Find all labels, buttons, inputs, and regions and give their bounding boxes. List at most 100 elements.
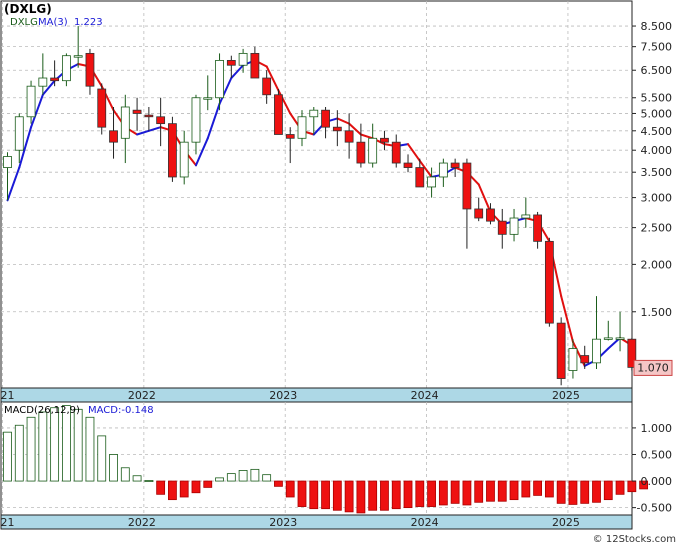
macd-bar — [285, 480, 295, 498]
macd-bar — [544, 480, 554, 498]
candle — [403, 154, 413, 173]
candle — [250, 46, 260, 79]
candle — [238, 48, 248, 73]
candle — [556, 317, 566, 386]
macd-bar — [215, 477, 224, 482]
candle-body — [109, 130, 118, 143]
candle — [486, 203, 495, 225]
candle — [380, 130, 389, 151]
price-ytick-label: 5.500 — [641, 92, 673, 105]
price-ytick-label: 3.000 — [641, 192, 673, 205]
candle — [533, 211, 542, 249]
candle-body — [274, 94, 283, 135]
candle — [450, 158, 460, 177]
candle — [14, 113, 24, 164]
macd-bar — [615, 480, 625, 495]
macd-bar — [144, 480, 154, 482]
candles — [3, 26, 637, 386]
candle-body — [73, 55, 83, 58]
candle — [120, 94, 130, 164]
candle — [592, 296, 601, 369]
candle-body — [627, 338, 637, 368]
macd-bar — [26, 416, 36, 482]
candle — [544, 237, 554, 327]
candle-body — [474, 208, 484, 219]
candle — [438, 158, 448, 187]
candle-body — [144, 114, 154, 118]
macd-bar — [238, 470, 248, 482]
candle — [3, 152, 12, 201]
macd-bar — [321, 480, 330, 510]
candle-body — [26, 85, 36, 118]
price-ytick-label: 7.500 — [641, 41, 673, 54]
candle-body — [580, 355, 590, 364]
candle-body — [486, 208, 495, 222]
price-y-axis: 8.500 7.500 6.500 5.500 5.000 4.500 4.000 3.500… — [632, 20, 672, 319]
candle — [38, 53, 48, 95]
ma3-line-segment — [277, 89, 292, 115]
macd-bar — [109, 454, 118, 482]
candle — [73, 26, 83, 68]
candle-body — [533, 214, 542, 242]
macd-ytick-label: 1.000 — [641, 422, 673, 435]
candle-body — [462, 162, 472, 210]
macd-xtick-label: 2024 — [411, 516, 439, 529]
price-ytick-label: 3.500 — [641, 166, 673, 179]
macd-bar — [262, 474, 272, 482]
legend-ma-label: MA(3) — [38, 17, 68, 28]
macd-bar — [427, 480, 436, 507]
candle-body — [391, 141, 401, 164]
candle-body — [556, 322, 566, 379]
candle-body — [356, 141, 366, 164]
macd-bar — [344, 480, 354, 513]
price-ytick-label: 2.000 — [641, 258, 673, 271]
candle-body — [168, 123, 177, 178]
candle-body — [603, 337, 613, 340]
macd-ytick-label: -0.500 — [637, 502, 672, 515]
candle — [191, 94, 201, 155]
candle-body — [544, 240, 554, 324]
candle-body — [50, 77, 60, 82]
candle-body — [203, 97, 213, 100]
candle — [50, 60, 60, 87]
macd-xtick-label: 2023 — [269, 516, 297, 529]
macd-bar — [38, 411, 48, 482]
candle-body — [615, 337, 625, 340]
candle-body — [262, 77, 272, 96]
candle-body — [179, 141, 189, 178]
ma3-line-segment — [230, 64, 245, 80]
candle — [332, 110, 342, 147]
macd-bar — [203, 480, 213, 488]
macd-bar — [250, 468, 260, 482]
macd-bars — [3, 405, 649, 514]
candle — [179, 130, 189, 185]
macd-xtick-label: 2022 — [128, 516, 156, 529]
candle-body — [191, 97, 201, 143]
macd-bar — [403, 480, 413, 509]
macd-bar — [191, 480, 201, 494]
ma3-line-segment — [477, 183, 492, 213]
price-xtick-label: 2021 — [0, 389, 15, 402]
macd-bar — [438, 480, 448, 506]
legend-symbol: DXLG — [10, 17, 38, 28]
candle — [509, 208, 519, 242]
macd-bar — [332, 480, 342, 511]
macd-x-axis-band — [0, 514, 633, 530]
macd-bar — [309, 480, 319, 510]
candle-body — [156, 116, 166, 125]
ticker-title: (DXLG) — [4, 2, 52, 16]
candle-body — [14, 116, 24, 151]
candle — [462, 158, 472, 249]
candle-body — [215, 59, 224, 99]
macd-bar — [120, 467, 130, 482]
candle — [203, 75, 213, 111]
price-xtick-label: 2023 — [269, 389, 297, 402]
candle — [309, 106, 319, 135]
candle-body — [592, 338, 601, 364]
candle-body — [238, 52, 248, 66]
price-ytick-label: 4.500 — [641, 125, 673, 138]
price-ytick-label: 2.500 — [641, 222, 673, 235]
macd-bar — [274, 480, 283, 487]
candle — [274, 89, 283, 135]
